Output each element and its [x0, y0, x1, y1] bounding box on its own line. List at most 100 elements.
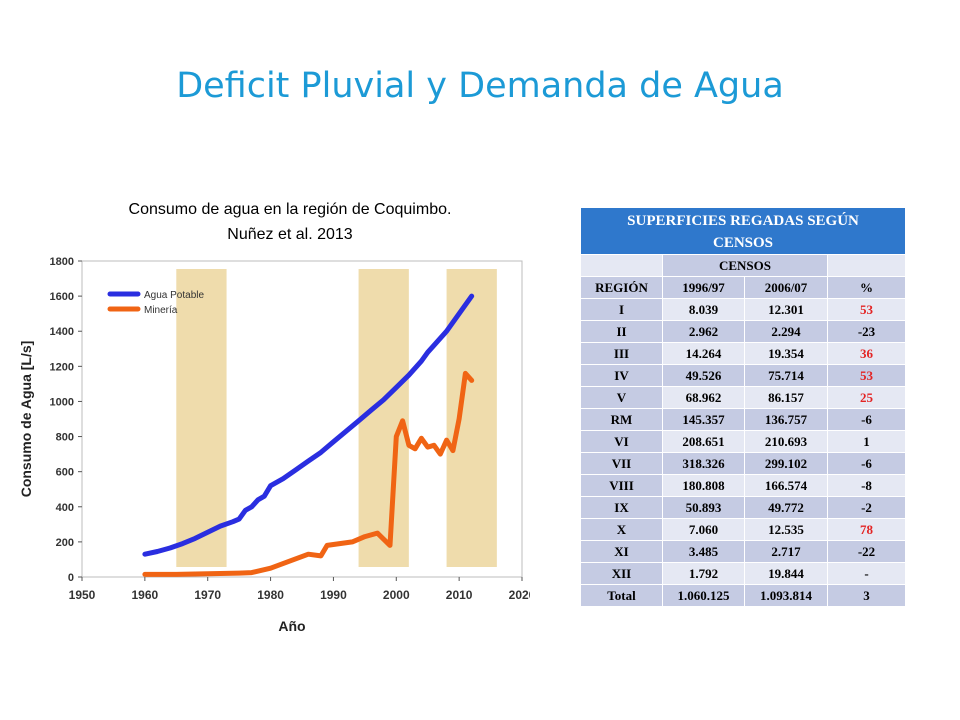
header-percent: %	[826, 276, 907, 299]
percent-cell: -8	[826, 474, 907, 497]
y-tick-label: 1600	[50, 291, 74, 303]
census-1996-cell: 50.893	[662, 496, 745, 519]
percent-cell: 36	[826, 342, 907, 365]
region-cell: IV	[580, 364, 663, 387]
percent-cell: -6	[826, 452, 907, 475]
irrigated-surfaces-table: SUPERFICIES REGADAS SEGÚN CENSOS CENSOS …	[579, 207, 907, 607]
region-cell: VII	[580, 452, 663, 475]
region-cell: XI	[580, 540, 663, 563]
y-tick-label: 400	[56, 502, 74, 514]
percent-cell: -	[826, 562, 907, 585]
percent-cell: -22	[826, 540, 907, 563]
census-2006-cell: 1.093.814	[744, 584, 828, 607]
x-axis-label: Año	[278, 618, 305, 634]
y-tick-label: 1000	[50, 396, 74, 408]
census-2006-cell: 49.772	[744, 496, 828, 519]
slide-title: Deficit Pluvial y Demanda de Agua	[176, 66, 784, 106]
census-2006-cell: 19.354	[744, 342, 828, 365]
percent-cell: 3	[826, 584, 907, 607]
table-title-line-2: CENSOS	[713, 235, 774, 251]
table-row: V 68.962 86.157 25	[580, 386, 907, 409]
legend-label: Agua Potable	[144, 290, 204, 301]
region-cell: III	[580, 342, 663, 365]
percent-cell: 78	[826, 518, 907, 541]
census-2006-cell: 166.574	[744, 474, 828, 497]
x-tick-label: 1970	[194, 588, 221, 602]
highlight-band	[176, 269, 227, 567]
header-1996: 1996/97	[662, 276, 745, 299]
x-tick-label: 2000	[383, 588, 410, 602]
census-1996-cell: 180.808	[662, 474, 745, 497]
region-cell: XII	[580, 562, 663, 585]
census-1996-cell: 49.526	[662, 364, 745, 387]
y-tick-label: 1400	[50, 326, 74, 338]
series-line-1	[142, 370, 475, 577]
region-cell: VI	[580, 430, 663, 453]
table-row: Total 1.060.125 1.093.814 3	[580, 584, 907, 607]
x-tick-label: 2010	[446, 588, 473, 602]
y-tick-label: 600	[56, 467, 74, 479]
region-cell: II	[580, 320, 663, 343]
census-2006-cell: 19.844	[744, 562, 828, 585]
percent-cell: 53	[826, 298, 907, 321]
x-tick-label: 1950	[69, 588, 96, 602]
blank-cell	[826, 254, 907, 277]
census-2006-cell: 86.157	[744, 386, 828, 409]
legend-label: Minería	[144, 305, 178, 316]
censos-row: CENSOS	[580, 254, 907, 277]
percent-cell: -6	[826, 408, 907, 431]
series-line-0	[142, 293, 475, 557]
x-tick-label: 1960	[132, 588, 159, 602]
region-cell: VIII	[580, 474, 663, 497]
table-row: VIII 180.808 166.574 -8	[580, 474, 907, 497]
percent-cell: 1	[826, 430, 907, 453]
census-1996-cell: 14.264	[662, 342, 745, 365]
census-2006-cell: 2.717	[744, 540, 828, 563]
table-row: XII 1.792 19.844-	[580, 562, 907, 585]
census-1996-cell: 3.485	[662, 540, 745, 563]
table-title: SUPERFICIES REGADAS SEGÚN CENSOS	[579, 207, 907, 255]
census-2006-cell: 136.757	[744, 408, 828, 431]
census-2006-cell: 299.102	[744, 452, 828, 475]
census-1996-cell: 7.060	[662, 518, 745, 541]
region-cell: V	[580, 386, 663, 409]
y-tick-label: 800	[56, 432, 74, 444]
census-1996-cell: 1.792	[662, 562, 745, 585]
chart-caption: Consumo de agua en la región de Coquimbo…	[60, 197, 520, 247]
y-tick-label: 0	[68, 572, 74, 584]
table-row: X 7.060 12.535 78	[580, 518, 907, 541]
census-2006-cell: 12.535	[744, 518, 828, 541]
percent-cell: 53	[826, 364, 907, 387]
caption-line-2: Nuñez et al. 2013	[227, 226, 353, 243]
census-1996-cell: 208.651	[662, 430, 745, 453]
x-tick-label: 1980	[257, 588, 284, 602]
column-header-row: REGIÓN 1996/97 2006/07 %	[580, 276, 907, 299]
highlight-band	[358, 269, 409, 567]
census-1996-cell: 318.326	[662, 452, 745, 475]
census-2006-cell: 12.301	[744, 298, 828, 321]
caption-line-1: Consumo de agua en la región de Coquimbo…	[128, 201, 452, 218]
census-1996-cell: 68.962	[662, 386, 745, 409]
y-tick-label: 200	[56, 537, 74, 549]
region-cell: RM	[580, 408, 663, 431]
region-cell: I	[580, 298, 663, 321]
table-row: VI 208.651 210.693 1	[580, 430, 907, 453]
table-row: RM 145.357 136.757 -6	[580, 408, 907, 431]
table-title-row: SUPERFICIES REGADAS SEGÚN CENSOS	[579, 207, 907, 255]
x-tick-label: 1990	[320, 588, 347, 602]
census-1996-cell: 145.357	[662, 408, 745, 431]
header-region: REGIÓN	[580, 276, 663, 299]
table-title-line-1: SUPERFICIES REGADAS SEGÚN	[627, 213, 859, 229]
y-axis-label: Consumo de Agua [L/s]	[18, 341, 34, 498]
table-row: VII 318.326 299.102 -6	[580, 452, 907, 475]
y-tick-label: 1800	[50, 256, 74, 268]
table-row: III 14.264 19.354 36	[580, 342, 907, 365]
region-cell: Total	[580, 584, 663, 607]
census-1996-cell: 1.060.125	[662, 584, 745, 607]
table-row: IX 50.893 49.772 -2	[580, 496, 907, 519]
table-row: II 2.962 2.294 -23	[580, 320, 907, 343]
header-2006: 2006/07	[744, 276, 828, 299]
table-row: XI 3.485 2.717 -22	[580, 540, 907, 563]
table-row: IV 49.526 75.714 53	[580, 364, 907, 387]
